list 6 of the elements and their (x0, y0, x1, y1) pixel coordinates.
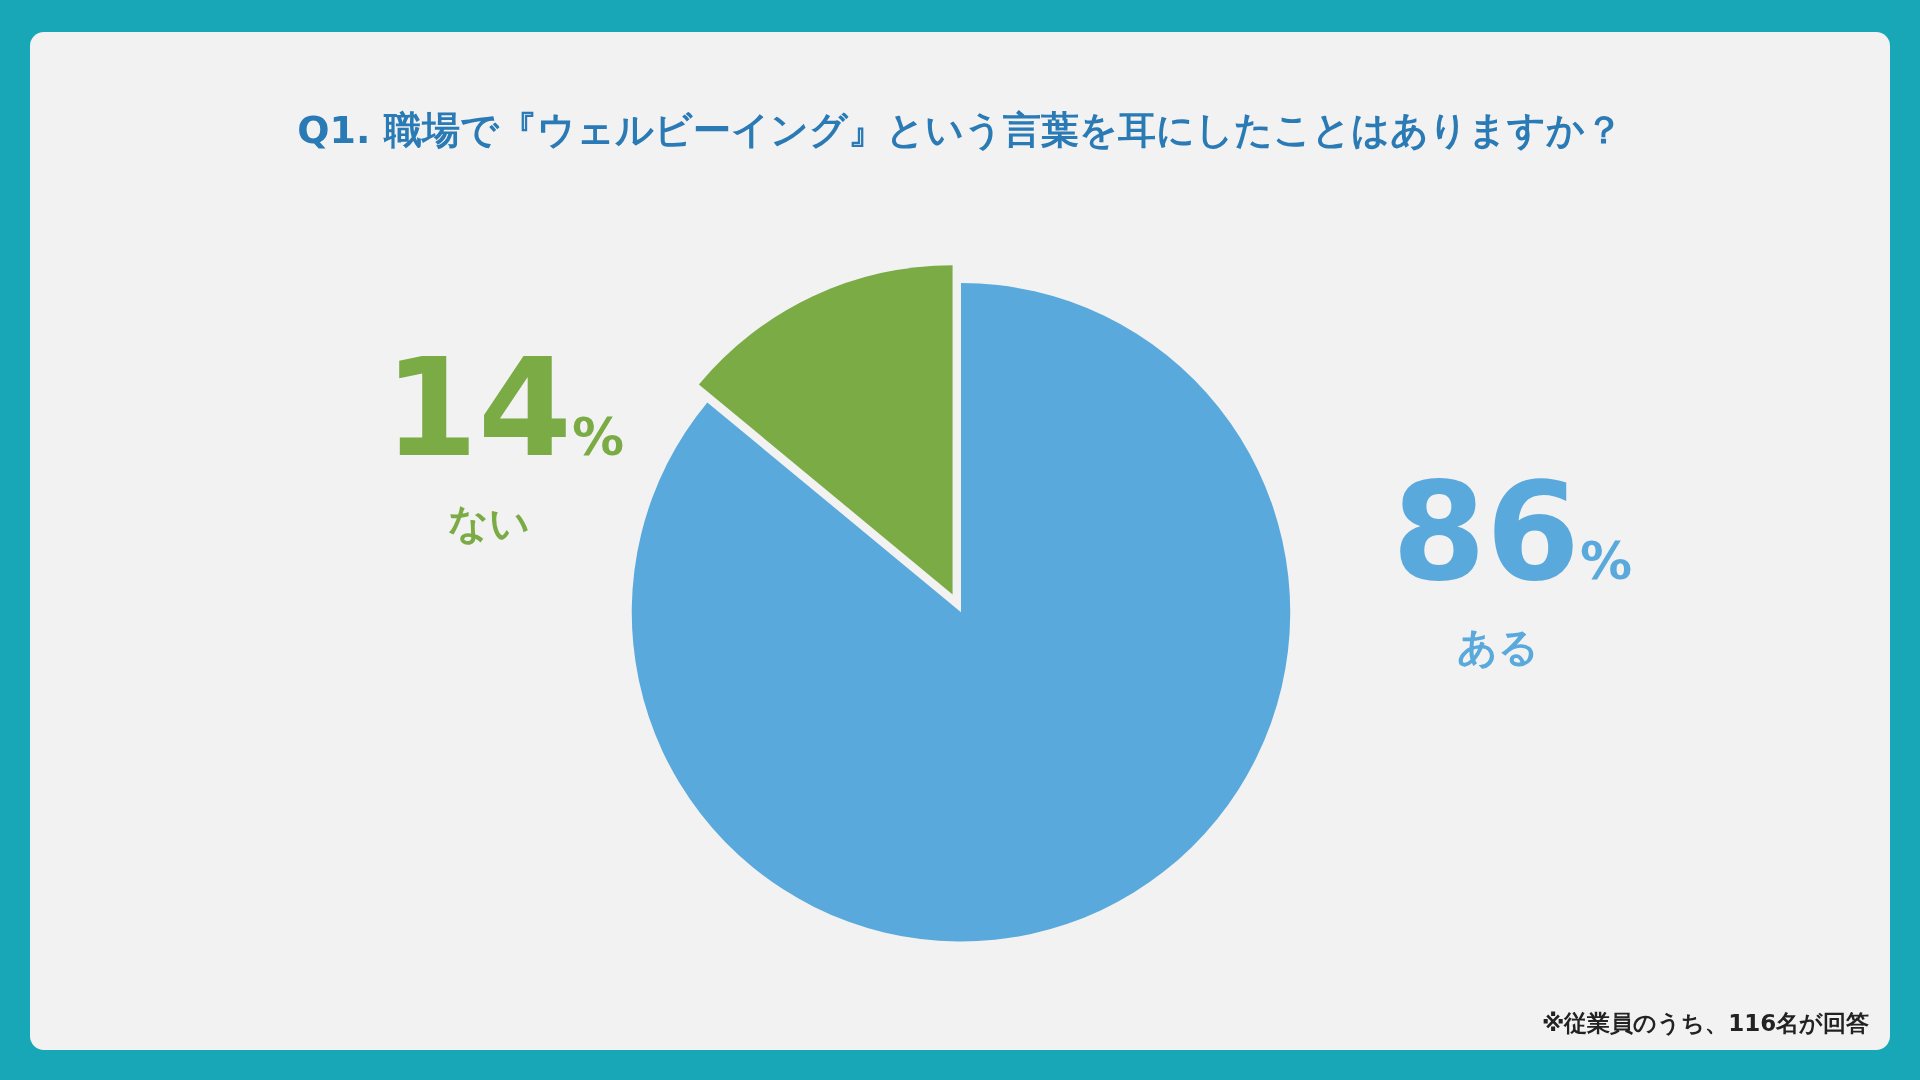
slice-label: ない (448, 500, 530, 546)
text: ※従業員のうち、116名が回答 (1542, 1010, 1870, 1036)
chart-title: Q1. 職場で『ウェルビーイング』という言葉を耳にしたことはありますか？ (297, 108, 1623, 153)
slice-label: ある (1457, 624, 1539, 670)
data-label: 86% (1392, 454, 1632, 611)
data-label: 14% (384, 330, 624, 487)
